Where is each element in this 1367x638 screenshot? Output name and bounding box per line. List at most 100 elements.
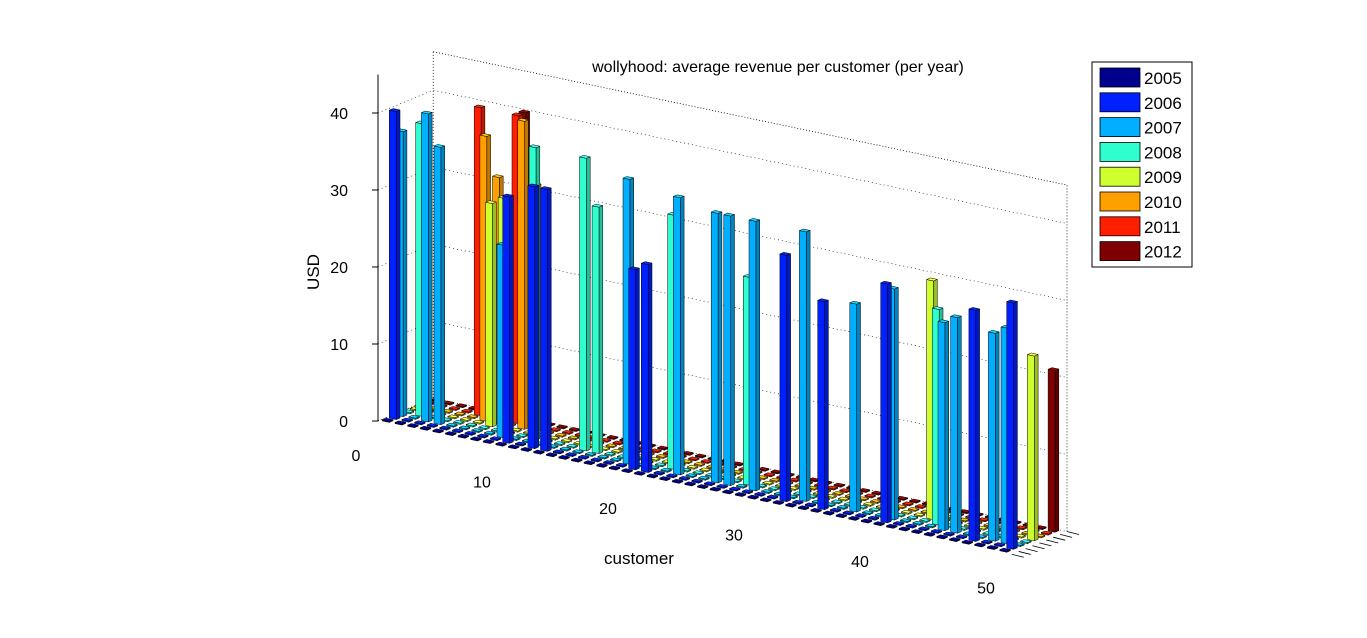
bar-2005-50: [998, 547, 1012, 553]
bar-2008-38: [868, 507, 881, 513]
bar-2005-8: [469, 436, 483, 442]
bar-2008-42: [918, 518, 932, 523]
bar-2012-15: [606, 435, 619, 440]
legend-label: 2005: [1144, 69, 1182, 88]
bar-2012-12: [568, 427, 581, 432]
bar-2009-6: [472, 419, 485, 425]
bar-2012-39: [908, 498, 922, 504]
bar-2006-2: [401, 417, 414, 423]
bar-2012-33: [833, 482, 846, 488]
bar-2007-44: [937, 319, 950, 532]
bar-2006-32: [779, 252, 792, 503]
bar-2008-6: [465, 422, 478, 428]
bar-2007-16: [584, 452, 597, 457]
bar-2006-6: [451, 428, 464, 434]
bar-2005-34: [797, 505, 810, 511]
bar-2009-23: [686, 464, 699, 470]
bar-2006-17: [590, 457, 603, 463]
bar-2008-21: [654, 462, 667, 468]
bar-2006-40: [879, 280, 893, 524]
bar-2007-30: [760, 489, 774, 494]
legend-swatch: [1099, 67, 1141, 88]
x-tick-label: 0: [352, 448, 361, 465]
bar-2006-41: [892, 521, 905, 526]
y-tick-label: 30: [330, 183, 348, 200]
bar-2010-4: [453, 411, 467, 417]
bar-2005-29: [734, 492, 747, 497]
bar-2005-23: [658, 476, 672, 482]
bar-2005-39: [860, 518, 873, 524]
bar-2012-11: [555, 424, 569, 430]
bar-2009-37: [862, 501, 876, 507]
bar-2005-10: [494, 441, 508, 447]
bar-2005-30: [746, 494, 760, 500]
bar-2011-4: [460, 408, 474, 414]
year-tick: [1053, 536, 1066, 541]
bar-2005-2: [394, 420, 407, 426]
bar-2006-47: [968, 307, 981, 542]
bar-2006-3: [413, 420, 427, 426]
y-tick-label: 10: [330, 337, 348, 354]
bar-2006-50: [1005, 299, 1019, 550]
bar-2007-2: [407, 414, 421, 420]
bar-2006-46: [955, 534, 968, 540]
bar-2009-13: [560, 438, 573, 444]
bar-2008-13: [553, 441, 566, 447]
year-tick: [1046, 539, 1059, 544]
bar-2005-40: [872, 521, 886, 527]
x-tick-label: 30: [725, 528, 743, 545]
bar-2005-20: [620, 468, 634, 474]
chart-title: wollyhood: average revenue per customer …: [591, 59, 964, 76]
bar-2012-2: [442, 400, 455, 406]
bar-2008-50: [1019, 539, 1033, 545]
bar-2005-13: [532, 449, 546, 455]
bar-2011-23: [700, 459, 713, 464]
year-tick: [1018, 551, 1031, 555]
bar-2006-31: [766, 494, 779, 500]
bar-2011-3: [448, 406, 461, 411]
bar-2007-33: [798, 228, 811, 502]
bar-2006-8: [476, 433, 490, 439]
bar-2006-16: [577, 454, 590, 460]
legend-swatch: [1099, 191, 1141, 212]
bar-2008-35: [830, 499, 844, 505]
bar-2007-25: [697, 475, 711, 481]
bar-2009-24: [698, 467, 712, 473]
year-tick: [1025, 548, 1038, 552]
bar-2008-24: [692, 470, 705, 476]
bar-2005-22: [646, 473, 659, 479]
bar-2011-22: [687, 456, 700, 462]
bar-2005-46: [948, 537, 961, 543]
bar-2009-4: [446, 414, 460, 420]
tick-labels: 0 10 20 30 40 0 10 20 30 40 50: [330, 106, 1080, 598]
bar-2010-12: [554, 432, 568, 438]
bar-2006-5: [438, 425, 452, 431]
bar-2007-45: [949, 314, 963, 534]
bar-2006-36: [829, 507, 842, 513]
bar-2005-16: [570, 457, 583, 463]
bar-2005-43: [910, 529, 924, 535]
bar-2010-5: [466, 414, 479, 420]
bar-2006-10: [501, 193, 515, 444]
bar-2005-21: [633, 470, 646, 476]
bar-2008-30: [767, 486, 781, 492]
y-tick-label: 0: [339, 414, 348, 431]
bar-2006-15: [564, 452, 578, 458]
bar-2006-7: [464, 431, 477, 436]
x-tick-label: 10: [473, 475, 491, 492]
bar-2007-36: [836, 505, 849, 510]
bar-2007-43: [924, 523, 937, 529]
bar-2005-12: [520, 447, 533, 452]
y-tick-label: 20: [330, 260, 348, 277]
bar-2007-18: [609, 457, 622, 463]
bar-2006-45: [942, 531, 956, 537]
bar-2010-23: [693, 462, 706, 467]
bar-2005-44: [923, 531, 936, 537]
bar-2005-6: [444, 431, 457, 437]
year-tick: [1011, 553, 1024, 558]
bar-2009-41: [913, 512, 926, 518]
bar-2008-17: [603, 451, 617, 457]
bar-2005-9: [482, 439, 495, 444]
bar-2011-50: [1040, 530, 1053, 536]
bar-2010-34: [831, 491, 845, 496]
